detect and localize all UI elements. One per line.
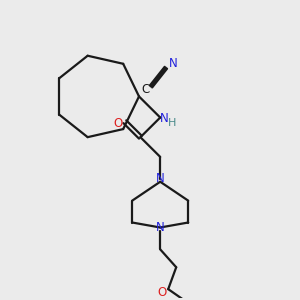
Text: O: O xyxy=(113,117,122,130)
Text: N: N xyxy=(160,112,169,125)
Text: H: H xyxy=(168,118,176,128)
Text: N: N xyxy=(156,221,165,234)
Text: O: O xyxy=(158,286,167,298)
Text: C: C xyxy=(142,83,150,96)
Text: N: N xyxy=(169,57,177,70)
Text: N: N xyxy=(156,172,165,185)
